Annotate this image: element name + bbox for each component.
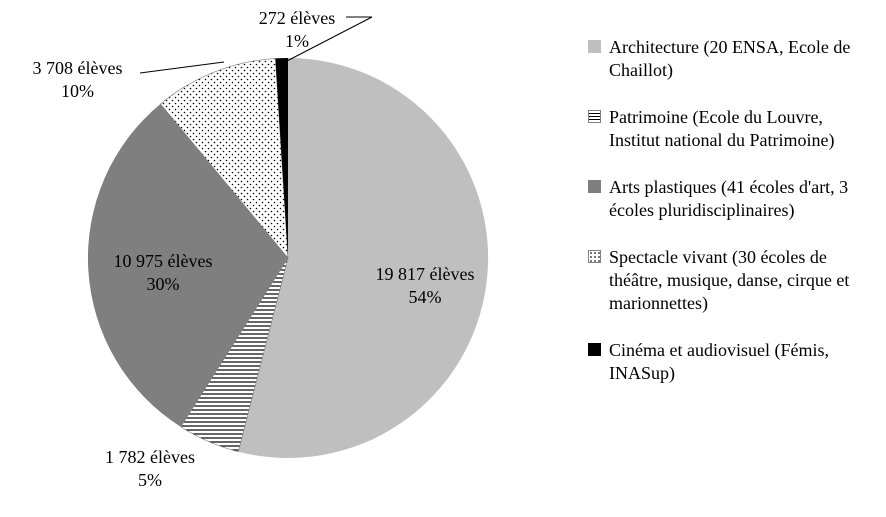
pie-slice-spectacle-vivant <box>160 58 289 259</box>
leader-line-cinema <box>284 16 373 63</box>
legend-swatch-cinema <box>588 343 601 356</box>
pie-slice-cinema <box>275 58 288 258</box>
data-label-arts-plastiques-value: 10 975 élèves <box>113 251 213 271</box>
data-label-cinema-value: 272 élèves <box>258 8 336 28</box>
data-label-architecture: 19 817 élèves 54% <box>340 263 510 309</box>
data-label-spectacle-vivant-pct: 10% <box>61 81 94 101</box>
legend-label-architecture: Architecture (20 ENSA, Ecole de Chaillot… <box>609 37 851 80</box>
legend-label-spectacle-vivant: Spectacle vivant (30 écoles de théâtre, … <box>609 247 850 313</box>
data-label-cinema-pct: 1% <box>285 31 309 51</box>
data-label-patrimoine: 1 782 élèves 5% <box>65 446 235 492</box>
pie-slice-arts-plastiques <box>87 103 288 427</box>
data-label-spectacle-vivant-value: 3 708 élèves <box>32 58 123 78</box>
legend-swatch-arts-plastiques <box>588 180 601 193</box>
chart-legend: Architecture (20 ENSA, Ecole de Chaillot… <box>588 36 878 385</box>
legend-item-cinema: Cinéma et audiovisuel (Fémis, INASup) <box>588 339 878 385</box>
legend-item-architecture: Architecture (20 ENSA, Ecole de Chaillot… <box>588 36 878 82</box>
pie-plot-area <box>87 16 489 458</box>
leader-line-spectacle-vivant <box>139 61 225 74</box>
pie-slice-patrimoine <box>180 257 289 453</box>
legend-swatch-architecture <box>588 40 601 53</box>
data-label-arts-plastiques-pct: 30% <box>146 274 180 294</box>
legend-item-spectacle-vivant: Spectacle vivant (30 écoles de théâtre, … <box>588 246 878 315</box>
data-label-patrimoine-pct: 5% <box>138 470 162 490</box>
data-label-cinema: 272 élèves 1% <box>212 7 382 53</box>
pie-slices-group <box>87 57 489 458</box>
legend-item-arts-plastiques: Arts plastiques (41 écoles d'art, 3 écol… <box>588 176 878 222</box>
legend-item-patrimoine: Patrimoine (Ecole du Louvre, Institut na… <box>588 106 878 152</box>
legend-swatch-spectacle-vivant <box>588 250 601 263</box>
pie-slice-architecture <box>238 57 489 458</box>
data-label-spectacle-vivant: 3 708 élèves 10% <box>0 57 155 103</box>
data-label-architecture-value: 19 817 élèves <box>375 264 475 284</box>
legend-swatch-patrimoine <box>588 110 601 123</box>
legend-label-patrimoine: Patrimoine (Ecole du Louvre, Institut na… <box>609 107 835 150</box>
data-label-patrimoine-value: 1 782 élèves <box>105 447 195 467</box>
data-label-architecture-pct: 54% <box>408 287 442 307</box>
data-label-arts-plastiques: 10 975 élèves 30% <box>78 250 248 296</box>
legend-label-cinema: Cinéma et audiovisuel (Fémis, INASup) <box>609 340 829 383</box>
legend-label-arts-plastiques: Arts plastiques (41 écoles d'art, 3 écol… <box>609 177 849 220</box>
